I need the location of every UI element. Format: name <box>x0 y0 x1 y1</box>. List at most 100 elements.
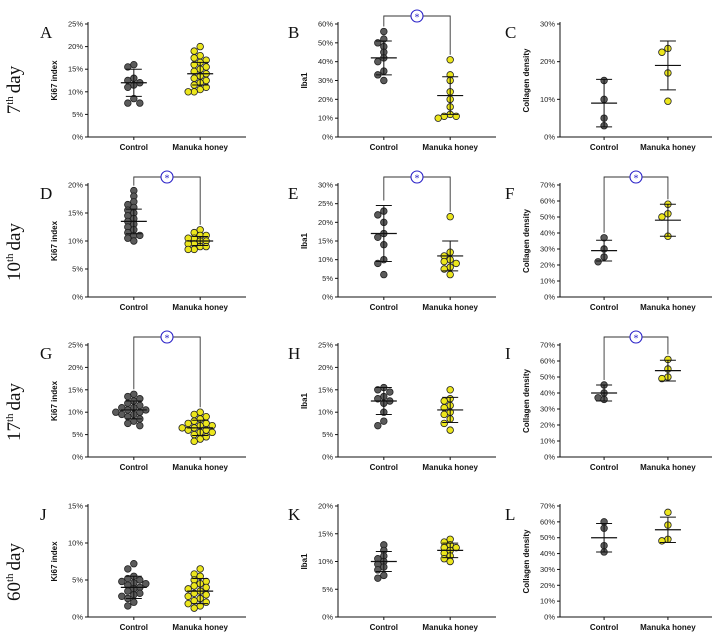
data-point <box>452 259 460 268</box>
y-axis-label: Ki67 index <box>50 60 59 101</box>
panel-J: J Ki67 index 0% 5% 10% 15% Control Manuka honey <box>40 502 246 632</box>
y-tick-label: 70% <box>540 341 555 350</box>
y-tick-label: 20% <box>68 42 83 51</box>
data-point <box>196 42 204 51</box>
y-tick-label: 60% <box>540 197 555 206</box>
y-axis-label: Collagen density <box>522 48 531 113</box>
y-tick-label: 0% <box>72 293 83 302</box>
y-axis-label: Ki67 index <box>50 220 59 261</box>
y-tick-label: 60% <box>540 517 555 526</box>
data-point <box>136 231 144 240</box>
data-point <box>374 233 382 241</box>
x-tick-label: Control <box>590 143 618 152</box>
y-tick-label: 20% <box>540 421 555 430</box>
y-tick-label: 15% <box>68 209 83 218</box>
x-tick-label: Manuka honey <box>640 623 696 632</box>
y-tick-label: 10% <box>540 95 555 104</box>
y-tick-label: 20% <box>540 261 555 270</box>
panel-H: H Iba1 0% 5% 10% 15% 20% 25% Control Manuka honey <box>288 341 496 472</box>
y-tick-label: 10% <box>318 557 333 566</box>
panel-B: B Iba1 0% 10% 20% 30% 40% 50% 60% Control Manuka h… <box>288 9 496 152</box>
panel-E: E Iba1 0% 5% 10% 15% 20% 25% 30% Control Manuka ho… <box>288 170 496 312</box>
y-tick-label: 5% <box>72 110 83 119</box>
y-tick-label: 20% <box>540 581 555 590</box>
data-point <box>142 580 150 588</box>
y-axis-label: Iba1 <box>300 232 309 249</box>
y-tick-label: 5% <box>72 265 83 274</box>
y-tick-label: 5% <box>322 274 333 283</box>
y-tick-label: 25% <box>68 341 83 350</box>
data-point <box>434 114 442 122</box>
y-tick-label: 50% <box>318 38 333 47</box>
y-axis-label: Ki67 index <box>50 380 59 421</box>
y-tick-label: 0% <box>544 453 555 462</box>
panel-C: C Collagen density 0% 10% 20% 30% Control Manuk… <box>505 20 712 152</box>
data-point <box>380 571 388 580</box>
significance-circle <box>629 170 643 184</box>
y-tick-label: 20% <box>318 363 333 372</box>
y-tick-label: 15% <box>318 385 333 394</box>
svg-text:60thday: 60thday <box>4 543 25 601</box>
row-label-10th-day: 10thday <box>4 223 25 281</box>
significance-marker: * <box>415 13 420 24</box>
data-point <box>124 419 132 428</box>
x-tick-label: Manuka honey <box>640 303 696 312</box>
data-point <box>658 374 666 383</box>
significance-bracket <box>603 176 669 233</box>
data-point <box>190 74 198 82</box>
x-tick-label: Control <box>370 623 398 632</box>
x-tick-label: Control <box>590 303 618 312</box>
x-tick-label: Manuka honey <box>640 143 696 152</box>
data-point <box>380 27 388 36</box>
data-point <box>124 234 132 242</box>
x-tick-label: Manuka honey <box>172 303 228 312</box>
data-point <box>136 421 144 430</box>
y-tick-label: 5% <box>322 430 333 439</box>
panel-F: F Collagen density 0% 10% 20% 30% 40% 50% 60% 70%… <box>505 170 712 312</box>
y-tick-label: 40% <box>540 389 555 398</box>
x-tick-label: Manuka honey <box>422 463 478 472</box>
panel-letter: G <box>40 344 52 363</box>
data-point <box>124 602 132 610</box>
x-tick-label: Manuka honey <box>422 143 478 152</box>
y-tick-label: 20% <box>68 363 83 372</box>
y-tick-label: 15% <box>318 529 333 538</box>
y-tick-label: 10% <box>68 408 83 417</box>
y-tick-label: 20% <box>68 181 83 190</box>
y-tick-label: 15% <box>68 502 83 511</box>
y-tick-label: 0% <box>322 613 333 622</box>
y-axis-label: Iba1 <box>300 553 309 570</box>
x-tick-label: Control <box>120 303 148 312</box>
panel-I: I Collagen density 0% 10% 20% 30% 40% 50% 60% 70%… <box>505 330 712 472</box>
data-point <box>664 508 672 517</box>
x-tick-label: Control <box>370 303 398 312</box>
panel-letter: J <box>40 505 47 524</box>
y-axis-label: Collagen density <box>522 368 531 433</box>
data-point <box>374 566 382 574</box>
data-point <box>374 386 382 394</box>
data-point <box>380 76 388 85</box>
svg-text:7thday: 7thday <box>4 65 25 114</box>
data-point <box>202 598 210 606</box>
data-point <box>594 394 602 402</box>
data-point <box>124 63 132 71</box>
x-tick-label: Control <box>120 143 148 152</box>
y-tick-label: 10% <box>540 437 555 446</box>
x-tick-label: Control <box>120 623 148 632</box>
data-point <box>446 270 454 279</box>
y-tick-label: 30% <box>318 76 333 85</box>
data-point <box>440 257 448 266</box>
data-point <box>664 97 672 105</box>
data-point <box>208 428 216 437</box>
y-tick-label: 50% <box>540 213 555 222</box>
data-point <box>440 397 448 405</box>
significance-marker: * <box>415 174 420 185</box>
x-tick-label: Control <box>370 143 398 152</box>
y-tick-label: 15% <box>68 385 83 394</box>
panel-letter: D <box>40 184 52 203</box>
panel-L: L Collagen density 0% 10% 20% 30% 40% 50% 60% 70%… <box>505 502 712 632</box>
y-tick-label: 15% <box>68 65 83 74</box>
y-tick-label: 30% <box>540 245 555 254</box>
data-point <box>190 597 198 605</box>
